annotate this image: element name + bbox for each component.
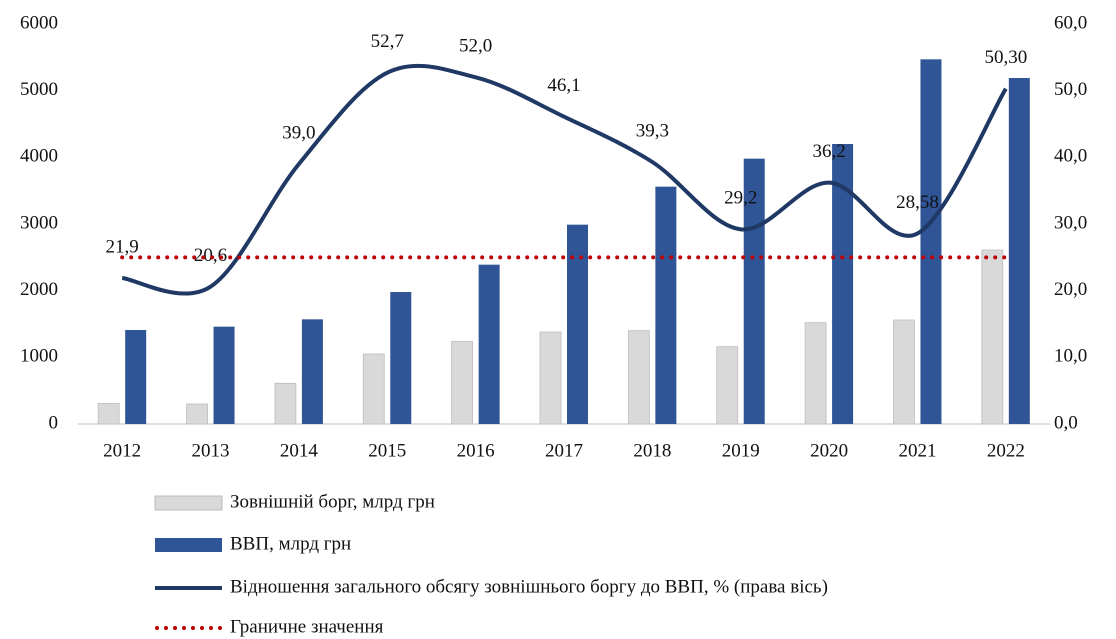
y-tick-label: 0 <box>49 412 59 433</box>
data-label: 50,30 <box>984 47 1027 68</box>
y2-tick-label: 30,0 <box>1054 212 1087 233</box>
y2-tick-label: 20,0 <box>1054 279 1087 300</box>
y2-tick-label: 60,0 <box>1054 12 1087 33</box>
bar <box>832 144 854 424</box>
x-tick-label: 2018 <box>633 440 671 461</box>
bar <box>478 264 500 424</box>
y-tick-label: 1000 <box>20 346 58 367</box>
bar <box>893 319 915 425</box>
bar <box>125 330 147 424</box>
bar <box>274 382 297 425</box>
legend-label: Зовнішній борг, млрд грн <box>230 491 435 512</box>
line <box>121 63 1008 296</box>
bar <box>567 224 588 424</box>
bar <box>362 353 385 425</box>
x-tick-label: 2016 <box>457 440 495 461</box>
y2-tick-label: 0,0 <box>1054 412 1078 433</box>
y2-tick-label: 50,0 <box>1054 79 1087 100</box>
bar <box>1008 78 1030 424</box>
data-label: 36,2 <box>812 141 845 162</box>
y2-tick-label: 10,0 <box>1054 346 1087 367</box>
data-label: 39,3 <box>636 120 669 141</box>
data-label: 21,9 <box>106 236 139 257</box>
x-tick-label: 2019 <box>722 440 760 461</box>
bar <box>920 59 942 424</box>
x-tick-label: 2013 <box>192 440 230 461</box>
x-tick-label: 2014 <box>280 440 319 461</box>
data-label: 46,1 <box>547 75 580 96</box>
data-label: 39,0 <box>282 122 315 143</box>
y2-tick-label: 40,0 <box>1054 146 1087 167</box>
bar <box>716 346 739 425</box>
bar <box>804 322 827 425</box>
y-tick-label: 3000 <box>20 212 58 233</box>
bar <box>627 330 650 425</box>
bar <box>451 340 474 425</box>
x-tick-label: 2015 <box>368 440 406 461</box>
x-tick-label: 2012 <box>103 440 141 461</box>
x-tick-label: 2017 <box>545 440 583 461</box>
legend-label: Граничне значення <box>230 616 384 637</box>
data-label: 29,2 <box>724 188 757 209</box>
x-tick-label: 2021 <box>898 440 936 461</box>
legend-label: Відношення загального обсягу зовнішнього… <box>230 576 828 597</box>
x-tick-label: 2020 <box>810 440 848 461</box>
y-tick-label: 5000 <box>20 79 58 100</box>
bar <box>301 319 323 424</box>
bar <box>213 326 235 424</box>
y-tick-label: 6000 <box>20 12 58 33</box>
bar <box>655 186 677 424</box>
bar <box>390 292 412 424</box>
y-tick-label: 4000 <box>20 146 58 167</box>
y-tick-label: 2000 <box>20 279 58 300</box>
data-label: 52,7 <box>371 31 404 52</box>
data-label: 28,58 <box>896 192 939 213</box>
bar <box>539 331 562 425</box>
bar <box>186 403 208 425</box>
legend-swatch <box>155 538 222 552</box>
legend-swatch <box>154 495 223 511</box>
data-label: 20,6 <box>194 245 227 266</box>
data-label: 52,0 <box>459 36 492 57</box>
bar <box>97 402 120 425</box>
legend-label: ВВП, млрд грн <box>230 533 351 554</box>
x-tick-label: 2022 <box>987 440 1025 461</box>
bar <box>981 249 1004 425</box>
